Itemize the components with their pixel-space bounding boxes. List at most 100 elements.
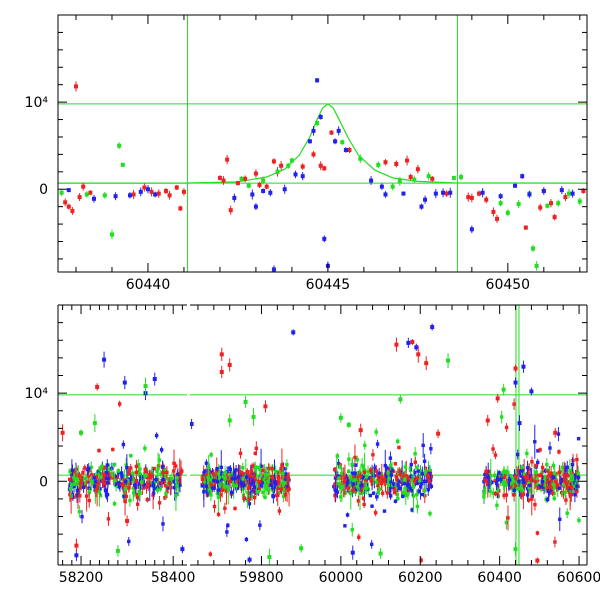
data-point [293, 172, 298, 177]
data-point [145, 187, 150, 192]
data-point [119, 482, 124, 486]
data-point [161, 477, 165, 482]
data-point [228, 208, 233, 213]
data-point [358, 156, 363, 161]
data-point [258, 467, 262, 472]
data-point [95, 488, 99, 492]
data-point [569, 479, 573, 483]
data-point [229, 490, 234, 494]
data-point [576, 471, 580, 475]
data-point [123, 487, 128, 491]
data-point [270, 474, 274, 479]
data-point [247, 502, 252, 506]
data-point [322, 236, 327, 241]
data-point [286, 485, 290, 489]
data-point [243, 176, 248, 181]
data-point [581, 188, 586, 193]
data-point [70, 468, 75, 473]
data-point [513, 183, 518, 188]
data-point [375, 495, 379, 499]
data-point [156, 464, 161, 468]
data-point [501, 387, 506, 392]
data-point [424, 479, 428, 484]
data-point [128, 477, 133, 481]
data-point [263, 404, 268, 409]
data-point [502, 483, 507, 487]
y-tick-label: 0 [39, 474, 48, 490]
x-tick-label: 60200 [398, 570, 443, 586]
data-point [386, 483, 391, 487]
data-point [253, 465, 258, 470]
data-point [406, 475, 410, 480]
data-point [494, 481, 499, 485]
data-point [322, 166, 327, 171]
data-point [536, 449, 540, 453]
data-point [164, 492, 168, 496]
data-point [276, 490, 281, 495]
data-point [436, 431, 441, 436]
data-point [565, 465, 569, 469]
data-point [565, 485, 570, 490]
data-point [227, 418, 232, 423]
data-point [520, 174, 525, 179]
data-point [387, 467, 392, 471]
data-point [484, 469, 488, 473]
data-point [340, 485, 345, 489]
data-point [151, 480, 156, 485]
data-point [165, 490, 169, 494]
data-point [416, 469, 420, 473]
data-point [497, 471, 501, 475]
data-point [525, 493, 530, 497]
data-point [281, 471, 285, 476]
data-point [246, 491, 250, 495]
data-point [211, 472, 216, 476]
data-point [529, 477, 533, 481]
data-point [383, 160, 388, 165]
data-point [513, 366, 518, 371]
data-point [142, 483, 146, 487]
data-point [136, 463, 140, 467]
data-point [415, 504, 420, 509]
data-point [242, 496, 246, 500]
data-point [59, 190, 64, 195]
data-point [515, 477, 519, 481]
data-point [384, 474, 389, 478]
data-point [418, 484, 423, 488]
data-point [258, 484, 263, 488]
data-point [512, 479, 516, 484]
data-point [149, 189, 154, 194]
data-point [267, 555, 272, 560]
data-point [392, 490, 397, 495]
data-point [491, 447, 495, 451]
data-point [264, 481, 268, 486]
data-point [336, 128, 341, 133]
data-point [528, 483, 532, 488]
data-point [138, 467, 142, 471]
data-point [395, 477, 399, 481]
data-point [200, 477, 205, 481]
data-point [382, 477, 387, 482]
data-point [123, 499, 127, 504]
data-point [491, 491, 496, 495]
data-point [249, 469, 254, 474]
data-point [495, 396, 500, 401]
data-point [157, 481, 161, 486]
data-point [343, 524, 347, 528]
data-point [401, 191, 406, 196]
x-tick-label: 59800 [239, 570, 284, 586]
data-point [495, 484, 500, 488]
data-point [143, 467, 147, 472]
data-point [569, 487, 573, 491]
data-point [350, 528, 354, 532]
data-point [427, 479, 432, 483]
data-point [538, 448, 542, 452]
data-point [216, 495, 221, 499]
data-point [263, 495, 267, 499]
data-point [552, 475, 556, 480]
data-point [410, 479, 414, 483]
data-point [250, 192, 255, 197]
data-point [422, 479, 427, 484]
data-point [143, 446, 147, 451]
data-point [377, 487, 382, 491]
data-point [239, 479, 244, 483]
